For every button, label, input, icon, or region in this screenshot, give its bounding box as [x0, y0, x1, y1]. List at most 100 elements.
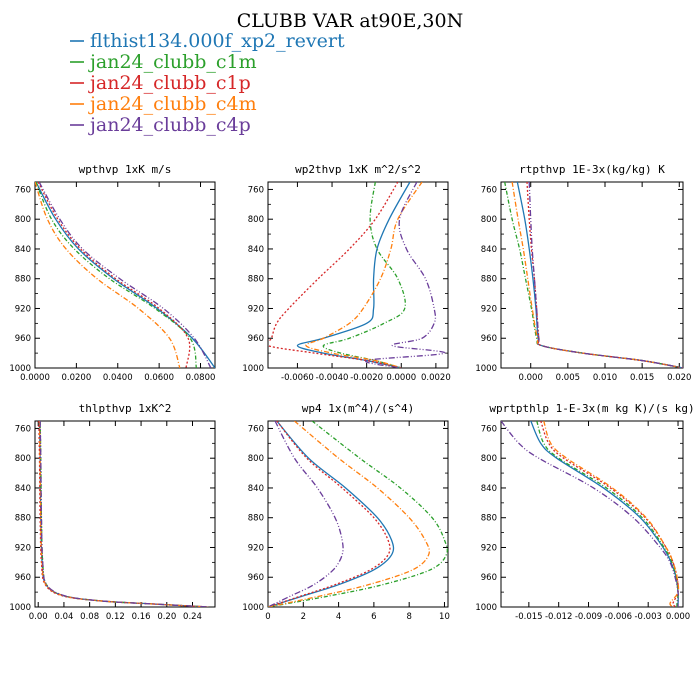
ytick-label-1-0: 760	[15, 185, 31, 195]
xtick-label-1-3: 0.0600	[144, 373, 174, 383]
ytick-label-4-1: 800	[15, 454, 31, 464]
series-group-2	[268, 182, 446, 368]
figure-title: CLUBB VAR at90E,30N	[237, 10, 463, 32]
series-line-2-3	[268, 182, 402, 368]
ytick-label-1-2: 840	[15, 245, 31, 255]
series-group-4	[38, 421, 209, 607]
xtick-label-3-3: 0.015	[630, 373, 654, 383]
series-line-1-3	[37, 182, 191, 368]
panel-title-3: rtpthvp 1E-3x(kg/kg) K	[519, 163, 665, 176]
series-line-6-4	[543, 421, 680, 607]
ytick-label-2-1: 800	[248, 215, 264, 225]
series-line-1-1	[35, 182, 215, 368]
xtick-label-2-4: 0.0020	[421, 373, 451, 383]
xtick-label-2-2: -0.0020	[350, 373, 383, 383]
legend: flthist134.000f_xp2_revertjan24_clubb_c1…	[70, 30, 345, 136]
xtick-label-4-4: 0.16	[132, 612, 151, 622]
ytick-label-4-3: 880	[15, 514, 31, 524]
xtick-label-2-1: -0.0040	[316, 373, 349, 383]
ytick-label-6-1: 800	[481, 454, 497, 464]
panel-title-4: thlpthvp 1xK^2	[79, 402, 172, 415]
ytick-label-2-6: 1000	[242, 364, 264, 374]
ytick-label-3-0: 760	[481, 185, 497, 195]
xtick-label-6-4: -0.003	[634, 612, 661, 622]
ytick-label-2-0: 760	[248, 185, 264, 195]
series-line-5-4	[268, 421, 431, 607]
ytick-label-6-6: 1000	[475, 603, 497, 613]
ytick-label-6-0: 760	[481, 424, 497, 434]
panel-title-5: wp4 1x(m^4)/(s^4)	[302, 402, 415, 415]
xtick-label-6-1: -0.012	[545, 612, 572, 622]
xtick-label-1-1: 0.0200	[62, 373, 92, 383]
xtick-label-5-1: 2	[301, 612, 306, 622]
series-line-1-2	[35, 182, 198, 368]
legend-label-3: jan24_clubb_c1p	[88, 72, 251, 94]
xtick-label-5-5: 10	[439, 612, 450, 622]
series-line-2-1	[296, 182, 411, 368]
series-line-4-4	[38, 421, 209, 607]
ytick-label-1-3: 880	[15, 275, 31, 285]
ytick-label-2-3: 880	[248, 275, 264, 285]
xtick-label-1-0: 0.0000	[20, 373, 50, 383]
panel-frame-5	[267, 420, 449, 608]
series-line-5-3	[268, 421, 391, 607]
series-group-5	[268, 421, 448, 607]
ytick-label-2-2: 840	[248, 245, 264, 255]
xtick-label-6-0: -0.015	[515, 612, 542, 622]
legend-label-4: jan24_clubb_c4m	[88, 93, 257, 115]
panel-6: wprtpthlp 1-E-3x(m kg K)/(s kg) 760 800 840…	[475, 402, 694, 622]
series-group-3	[504, 182, 683, 368]
ytick-label-4-2: 840	[15, 484, 31, 494]
series-line-4-2	[39, 421, 209, 607]
series-line-6-1	[530, 421, 679, 607]
ytick-label-2-4: 920	[248, 304, 264, 314]
xtick-label-3-1: 0.005	[556, 373, 580, 383]
panel-3: rtpthvp 1E-3x(kg/kg) K 760 800 840 880 920 960…	[475, 163, 691, 383]
ytick-label-3-3: 880	[481, 275, 497, 285]
ytick-label-1-1: 800	[15, 215, 31, 225]
panel-5: wp4 1x(m^4)/(s^4) 760 800 840 880 920 960 10000…	[242, 402, 450, 622]
ytick-label-6-5: 960	[481, 573, 497, 583]
series-line-6-2	[536, 421, 679, 607]
series-line-4-5	[39, 421, 209, 607]
xtick-label-6-2: -0.009	[575, 612, 602, 622]
series-line-3-1	[516, 182, 683, 368]
ytick-label-6-2: 840	[481, 484, 497, 494]
ytick-label-1-5: 960	[15, 334, 31, 344]
ytick-label-3-2: 840	[481, 245, 497, 255]
panel-frame-3	[500, 181, 684, 369]
xtick-label-5-0: 0	[265, 612, 270, 622]
xtick-label-3-0: 0.000	[519, 373, 543, 383]
xtick-label-3-2: 0.010	[593, 373, 617, 383]
ytick-label-5-0: 760	[248, 424, 264, 434]
series-line-1-4	[35, 182, 181, 368]
xtick-label-1-2: 0.0400	[103, 373, 133, 383]
panel-title-1: wpthvp 1xK m/s	[79, 163, 172, 176]
ytick-label-3-5: 960	[481, 334, 497, 344]
panel-frame-2	[267, 181, 449, 369]
series-line-3-5	[528, 182, 683, 368]
xtick-label-5-4: 8	[406, 612, 411, 622]
series-group-1	[35, 182, 215, 368]
ytick-label-6-4: 920	[481, 543, 497, 553]
ytick-label-1-4: 920	[15, 304, 31, 314]
xtick-label-6-5: 0.000	[666, 612, 690, 622]
series-group-6	[501, 421, 680, 607]
series-line-3-2	[504, 182, 683, 368]
xtick-label-2-0: -0.0060	[281, 373, 314, 383]
ytick-label-4-5: 960	[15, 573, 31, 583]
panel-title-6: wprtpthlp 1-E-3x(m kg K)/(s kg)	[489, 402, 694, 415]
legend-label-2: jan24_clubb_c1m	[88, 51, 257, 73]
xtick-label-6-3: -0.006	[605, 612, 632, 622]
ytick-label-3-6: 1000	[475, 364, 497, 374]
panels: wpthvp 1xK m/s76080084088092096010000.00…	[9, 163, 694, 622]
xtick-label-5-3: 6	[371, 612, 376, 622]
ytick-label-1-6: 1000	[9, 364, 31, 374]
xtick-label-4-6: 0.24	[183, 612, 202, 622]
legend-label-1: flthist134.000f_xp2_revert	[90, 30, 345, 52]
ytick-label-5-2: 840	[248, 484, 264, 494]
series-line-4-3	[38, 421, 209, 607]
series-line-6-5	[501, 421, 679, 607]
xtick-label-1-4: 0.0800	[186, 373, 216, 383]
series-line-3-3	[526, 182, 683, 368]
